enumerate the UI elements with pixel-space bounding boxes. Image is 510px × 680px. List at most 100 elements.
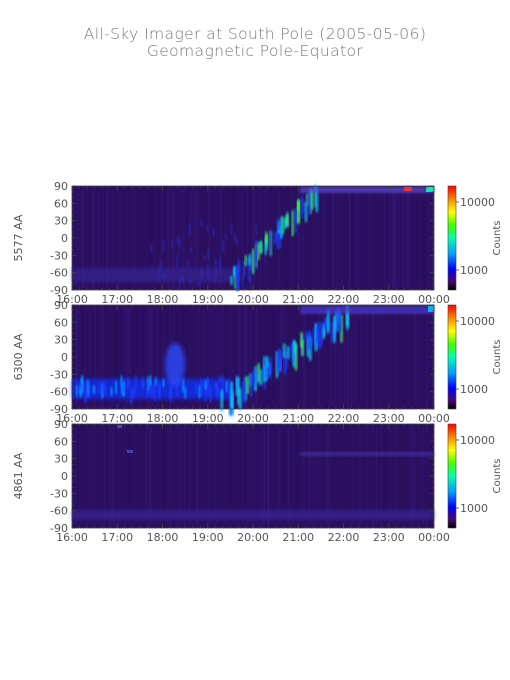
heatmap-cell [133, 386, 136, 398]
heatmap-cell [200, 218, 203, 227]
heatmap-streak [102, 307, 104, 407]
heatmap-cell [255, 239, 258, 244]
heatmap-streak [303, 307, 305, 407]
heatmap-streak [111, 426, 113, 526]
heatmap-cell [294, 343, 298, 371]
heatmap-streak [224, 188, 226, 288]
heatmap-streak [135, 188, 137, 288]
heatmap-streak [237, 188, 239, 288]
heatmap-streak [331, 188, 333, 288]
heatmap-cell [404, 187, 412, 191]
heatmap-streak [162, 307, 165, 407]
heatmap-streak [409, 426, 411, 526]
heatmap-streak [356, 307, 358, 407]
heatmap-streak [401, 188, 403, 288]
heatmap-streak [148, 307, 150, 407]
heatmap-streak [322, 188, 324, 288]
heatmap-cell [152, 384, 154, 399]
heatmap-cell [134, 375, 137, 390]
heatmap-band [300, 452, 434, 456]
heatmap-streak [181, 188, 183, 288]
heatmap-streak [413, 188, 415, 288]
heatmap-streak [390, 307, 392, 407]
heatmap-streak [360, 307, 362, 407]
heatmap-streak [94, 307, 97, 407]
heatmap-streak [151, 307, 153, 407]
heatmap-cell [234, 232, 236, 243]
heatmap-streak [84, 307, 86, 407]
heatmap-cell [309, 187, 312, 213]
title-block: All-Sky Imager at South Pole (2005-05-06… [0, 26, 510, 60]
heatmap-streak [241, 188, 244, 288]
heatmap-streak [246, 426, 248, 526]
heatmap-streak [81, 188, 83, 288]
heatmap-streak [189, 188, 191, 288]
colorbar-tick-label: 1000 [460, 502, 488, 515]
heatmap-streak [221, 307, 223, 407]
colorbar [447, 304, 457, 410]
heatmap-cell [233, 267, 236, 277]
heatmap-cell [162, 378, 165, 387]
heatmap-streak [112, 188, 114, 288]
heatmap-cell [153, 386, 156, 402]
heatmap-streak [126, 307, 128, 407]
heatmap-cell [230, 223, 233, 236]
heatmap-streak [366, 426, 368, 526]
heatmap-streak [397, 188, 399, 288]
heatmap-streak [303, 188, 305, 288]
heatmap-streak [416, 307, 418, 407]
heatmap-streak [375, 426, 378, 526]
x-tick-label: 16:00 [56, 412, 88, 425]
heatmap-streak [211, 307, 214, 407]
heatmap-streak [267, 426, 269, 526]
heatmap-cell [273, 231, 277, 245]
heatmap-streak [208, 188, 210, 288]
y-tick-label: 0 [61, 232, 68, 245]
heatmap-cell [206, 377, 209, 384]
heatmap-streak [123, 307, 126, 407]
x-tick-label: 23:00 [373, 531, 405, 544]
heatmap-cell [236, 265, 239, 290]
heatmap-band [300, 187, 434, 193]
heatmap-cell [147, 376, 149, 392]
colorbar-label: Counts [492, 340, 503, 375]
heatmap-streak [415, 188, 417, 288]
heatmap-cell [157, 275, 160, 282]
heatmap-cell [176, 385, 178, 397]
heatmap-cell [316, 325, 319, 343]
x-tick-label: 00:00 [418, 531, 450, 544]
heatmap-streak [359, 426, 361, 526]
heatmap-streak [195, 188, 198, 288]
heatmap-streak [216, 426, 218, 526]
heatmap-cell [269, 357, 272, 374]
heatmap-streak [83, 426, 86, 526]
heatmap-streak [330, 307, 332, 407]
heatmap-cell [248, 257, 251, 282]
heatmap-cell [311, 189, 314, 210]
x-tick-label: 20:00 [237, 531, 269, 544]
heatmap-cell [184, 387, 187, 399]
heatmap-streak [109, 426, 111, 526]
heatmap-cell [295, 211, 298, 223]
heatmap-streak [409, 188, 411, 288]
heatmap-streak [427, 188, 429, 288]
heatmap-streak [320, 426, 322, 526]
heatmap-streak [103, 426, 105, 526]
heatmap-streak [219, 188, 222, 288]
heatmap-streak [162, 426, 165, 526]
heatmap-streak [379, 307, 381, 407]
heatmap-streak [166, 426, 168, 526]
heatmap-streak [263, 426, 265, 526]
heatmap-band [300, 306, 434, 314]
heatmap-cell [285, 351, 288, 370]
heatmap-streak [189, 426, 191, 526]
heatmap-streak [169, 426, 171, 526]
heatmap-streak [336, 188, 338, 288]
heatmap-cell [127, 377, 130, 387]
y-tick-label: 90 [54, 418, 68, 431]
heatmap-streak [288, 426, 290, 526]
heatmap-cell [213, 277, 216, 283]
heatmap-streak [151, 426, 153, 526]
heatmap-streak [428, 307, 430, 407]
